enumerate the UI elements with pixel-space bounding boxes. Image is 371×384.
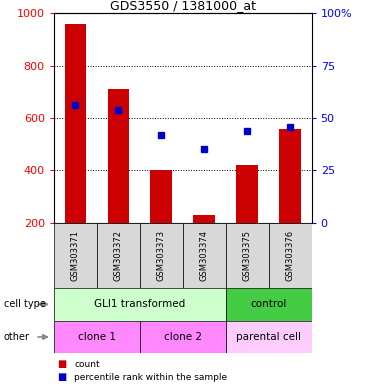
Bar	[140, 223, 183, 288]
Bar	[108, 89, 129, 223]
Bar	[226, 321, 312, 353]
Text: clone 1: clone 1	[78, 332, 116, 342]
Bar	[226, 288, 312, 321]
Bar	[193, 215, 215, 223]
Text: GSM303373: GSM303373	[157, 230, 166, 281]
Bar	[183, 223, 226, 288]
Title: GDS3550 / 1381000_at: GDS3550 / 1381000_at	[110, 0, 256, 12]
Text: GSM303371: GSM303371	[71, 230, 80, 281]
Bar	[65, 24, 86, 223]
Bar	[97, 223, 140, 288]
Text: GSM303375: GSM303375	[243, 230, 252, 281]
Bar	[54, 288, 226, 321]
Text: parental cell: parental cell	[236, 332, 301, 342]
Bar	[236, 165, 258, 223]
Text: control: control	[250, 299, 287, 310]
Bar	[279, 129, 301, 223]
Text: GSM303374: GSM303374	[200, 230, 209, 281]
Text: ■: ■	[58, 359, 67, 369]
Text: clone 2: clone 2	[164, 332, 202, 342]
Text: GSM303372: GSM303372	[114, 230, 123, 281]
Text: ■: ■	[58, 372, 67, 382]
Text: GSM303376: GSM303376	[286, 230, 295, 281]
Bar	[269, 223, 312, 288]
Bar	[140, 321, 226, 353]
Bar	[151, 170, 172, 223]
Bar	[54, 321, 140, 353]
Bar	[54, 223, 97, 288]
Text: count: count	[74, 359, 100, 369]
Text: GLI1 transformed: GLI1 transformed	[94, 299, 186, 310]
Text: other: other	[4, 332, 30, 342]
Text: cell type: cell type	[4, 299, 46, 310]
Bar	[226, 223, 269, 288]
Text: percentile rank within the sample: percentile rank within the sample	[74, 372, 227, 382]
